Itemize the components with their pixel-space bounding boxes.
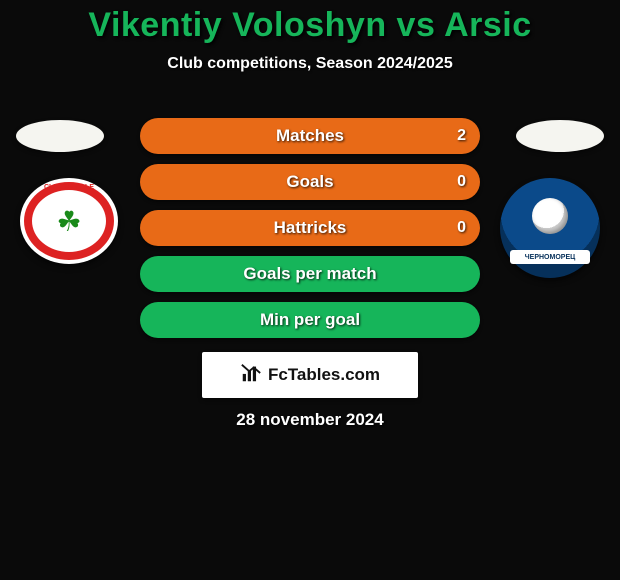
stats-zone: CLIFTONVILLE ☘ ЧЕРНОМОРЕЦ Matches 2 Goals 0… [0, 118, 620, 348]
brand-badge[interactable]: FcTables.com [202, 352, 418, 398]
shamrock-icon: ☘ [40, 198, 98, 244]
football-icon [532, 198, 568, 234]
stat-row-hattricks: Hattricks 0 [140, 210, 480, 246]
bar-chart-icon [240, 362, 262, 389]
stat-label: Matches [276, 126, 344, 146]
club-crest-left: CLIFTONVILLE ☘ [20, 178, 118, 264]
stat-value-right: 0 [457, 173, 466, 191]
stat-value-right: 0 [457, 219, 466, 237]
crest-left-text: CLIFTONVILLE [20, 184, 118, 191]
stat-label: Min per goal [260, 310, 360, 330]
player-b-name: Arsic [444, 6, 532, 44]
comparison-card: Vikentiy Voloshyn vs Arsic Club competit… [0, 0, 620, 580]
date-text: 28 november 2024 [0, 410, 620, 430]
crest-right-banner: ЧЕРНОМОРЕЦ [510, 250, 590, 264]
stat-label: Goals [286, 172, 333, 192]
vs-separator: vs [397, 6, 436, 44]
stat-label: Goals per match [243, 264, 376, 284]
stat-label: Hattricks [274, 218, 347, 238]
stat-row-goals-per-match: Goals per match [140, 256, 480, 292]
stat-row-min-per-goal: Min per goal [140, 302, 480, 338]
stat-value-right: 2 [457, 127, 466, 145]
player-b-head-silhouette [516, 120, 604, 152]
club-crest-right: ЧЕРНОМОРЕЦ [500, 178, 600, 278]
player-a-name: Vikentiy Voloshyn [88, 6, 386, 44]
stat-row-matches: Matches 2 [140, 118, 480, 154]
page-title: Vikentiy Voloshyn vs Arsic [0, 0, 620, 45]
subtitle: Club competitions, Season 2024/2025 [0, 55, 620, 73]
stat-row-goals: Goals 0 [140, 164, 480, 200]
player-a-head-silhouette [16, 120, 104, 152]
brand-text: FcTables.com [268, 365, 380, 385]
